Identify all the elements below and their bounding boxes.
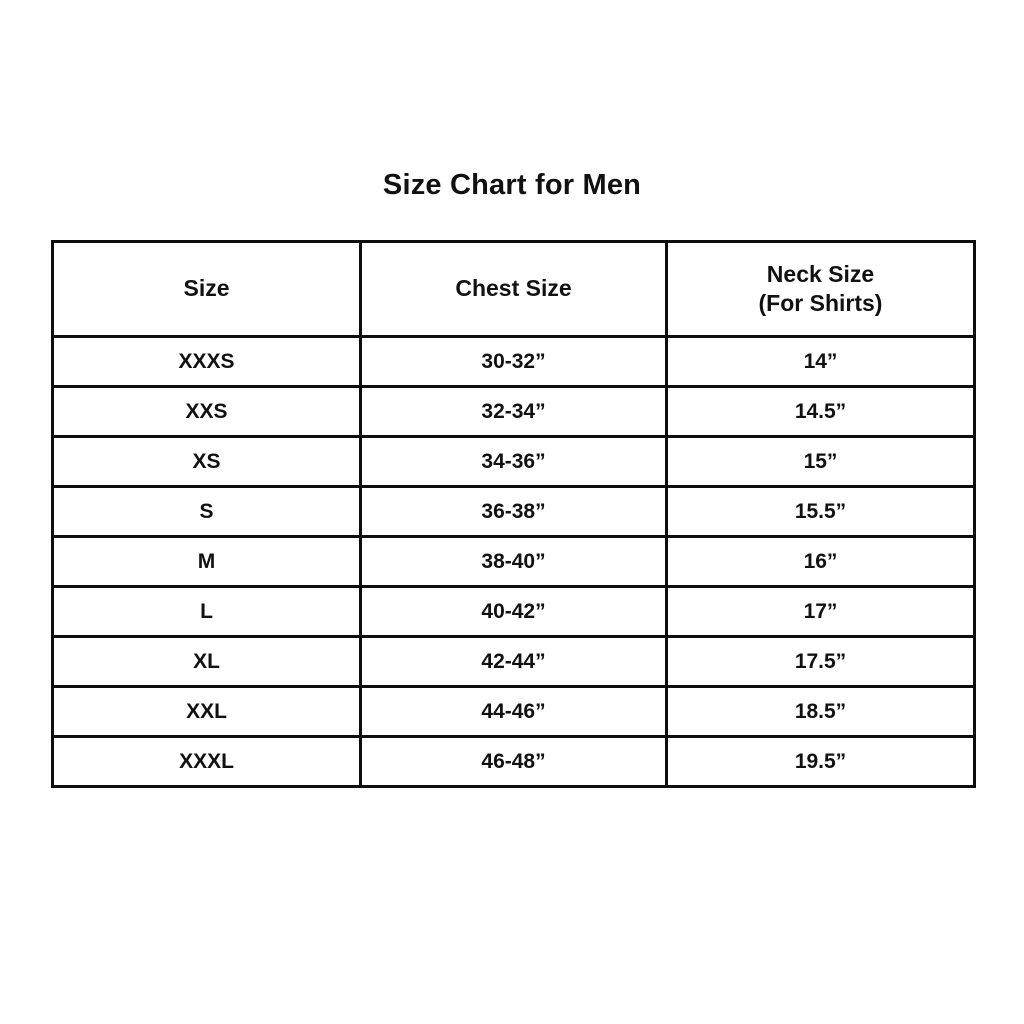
- cell-neck: 18.5”: [665, 685, 976, 738]
- cell-chest: 36-38”: [359, 485, 668, 538]
- column-header-size: Size: [51, 240, 362, 338]
- table-row: XXL 44-46” 18.5”: [51, 685, 976, 738]
- table-row: M 38-40” 16”: [51, 535, 976, 588]
- table-row: XXS 32-34” 14.5”: [51, 385, 976, 438]
- column-header-size-label: Size: [183, 275, 230, 302]
- cell-size: XXXS: [51, 335, 362, 388]
- cell-size: XXS: [51, 385, 362, 438]
- table-row: L 40-42” 17”: [51, 585, 976, 638]
- size-table-container: Size Chest Size Neck Size (For Shirts) X…: [51, 240, 976, 788]
- cell-neck: 16”: [665, 535, 976, 588]
- cell-neck: 14”: [665, 335, 976, 388]
- table-row: XXXS 30-32” 14”: [51, 335, 976, 388]
- cell-chest: 40-42”: [359, 585, 668, 638]
- cell-size: XS: [51, 435, 362, 488]
- column-header-chest-size: Chest Size: [359, 240, 668, 338]
- page-title: Size Chart for Men: [382, 169, 642, 201]
- cell-chest: 32-34”: [359, 385, 668, 438]
- cell-size: XXL: [51, 685, 362, 738]
- table-header: Size Chest Size Neck Size (For Shirts): [51, 240, 976, 338]
- column-header-neck-size: Neck Size (For Shirts): [665, 240, 976, 338]
- cell-size: S: [51, 485, 362, 538]
- cell-chest: 42-44”: [359, 635, 668, 688]
- cell-neck: 15”: [665, 435, 976, 488]
- cell-size: M: [51, 535, 362, 588]
- table-header-row: Size Chest Size Neck Size (For Shirts): [51, 240, 976, 338]
- cell-neck: 17.5”: [665, 635, 976, 688]
- table-row: S 36-38” 15.5”: [51, 485, 976, 538]
- size-chart-table: Size Chest Size Neck Size (For Shirts) X…: [51, 240, 976, 788]
- cell-size: XXXL: [51, 735, 362, 788]
- table-body: XXXS 30-32” 14” XXS 32-34” 14.5” XS 34-3…: [51, 335, 976, 788]
- column-header-neck-size-label: Neck Size: [766, 260, 875, 287]
- table-row: XXXL 46-48” 19.5”: [51, 735, 976, 788]
- column-header-neck-size-sublabel: (For Shirts): [758, 290, 883, 316]
- column-header-chest-size-label: Chest Size: [455, 275, 572, 302]
- cell-chest: 46-48”: [359, 735, 668, 788]
- cell-chest: 44-46”: [359, 685, 668, 738]
- cell-chest: 34-36”: [359, 435, 668, 488]
- cell-size: XL: [51, 635, 362, 688]
- table-row: XS 34-36” 15”: [51, 435, 976, 488]
- table-row: XL 42-44” 17.5”: [51, 635, 976, 688]
- cell-chest: 30-32”: [359, 335, 668, 388]
- cell-neck: 14.5”: [665, 385, 976, 438]
- cell-neck: 15.5”: [665, 485, 976, 538]
- cell-neck: 17”: [665, 585, 976, 638]
- cell-neck: 19.5”: [665, 735, 976, 788]
- cell-size: L: [51, 585, 362, 638]
- cell-chest: 38-40”: [359, 535, 668, 588]
